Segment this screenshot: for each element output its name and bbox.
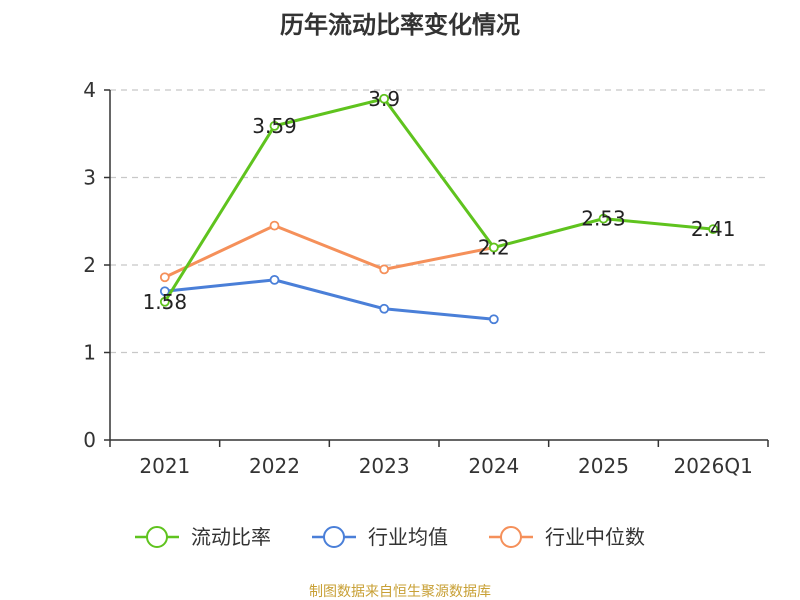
data-point-0 xyxy=(708,224,719,235)
data-point-0 xyxy=(379,93,390,104)
y-tick-label: 1 xyxy=(83,341,96,365)
data-point-1 xyxy=(379,303,390,314)
y-tick-label: 0 xyxy=(83,428,96,452)
x-tick-label: 2026Q1 xyxy=(673,454,752,478)
series-layer xyxy=(159,93,719,325)
data-point-0 xyxy=(488,242,499,253)
x-tick-label: 2021 xyxy=(139,454,190,478)
y-tick-label: 4 xyxy=(83,78,96,102)
data-point-2 xyxy=(269,220,280,231)
data-label: 2.2 xyxy=(478,236,510,260)
chart-title: 历年流动比率变化情况 xyxy=(280,11,520,39)
series-line-2 xyxy=(164,224,495,279)
legend-marker xyxy=(323,526,345,548)
data-label: 2.41 xyxy=(691,217,736,241)
source-note: 制图数据来自恒生聚源数据库 xyxy=(309,584,491,600)
data-label: 3.59 xyxy=(252,114,297,138)
y-tick-label: 3 xyxy=(83,166,96,190)
axes: 0 1 2 3 4 2021 2022 2023 2024 2025 2026Q1 xyxy=(83,78,769,478)
data-point-2 xyxy=(379,264,390,275)
x-tick-label: 2023 xyxy=(359,454,410,478)
legend-marker xyxy=(500,526,522,548)
x-tick-label: 2022 xyxy=(249,454,300,478)
data-point-1 xyxy=(159,286,170,297)
data-point-0 xyxy=(159,296,170,307)
series-line-0 xyxy=(163,97,714,303)
legend: 流动比率 行业均值 行业中位数 xyxy=(135,525,645,549)
data-labels: 1.58 3.59 3.9 2.2 2.53 2.41 xyxy=(143,87,736,314)
data-point-1 xyxy=(488,314,499,325)
legend-label: 流动比率 xyxy=(191,525,271,549)
data-point-0 xyxy=(269,120,280,131)
x-tick-label: 2024 xyxy=(468,454,519,478)
x-tick-label: 2025 xyxy=(578,454,629,478)
data-label: 3.9 xyxy=(368,87,400,111)
data-label: 2.53 xyxy=(581,207,626,231)
data-point-1 xyxy=(269,274,280,285)
legend-label: 行业中位数 xyxy=(545,525,645,549)
series-line-1 xyxy=(164,278,494,321)
data-point-0 xyxy=(598,213,609,224)
legend-label: 行业均值 xyxy=(368,525,448,549)
legend-marker xyxy=(146,526,168,548)
data-point-2 xyxy=(159,272,170,283)
data-label: 1.58 xyxy=(143,290,188,314)
y-tick-label: 2 xyxy=(83,253,96,277)
